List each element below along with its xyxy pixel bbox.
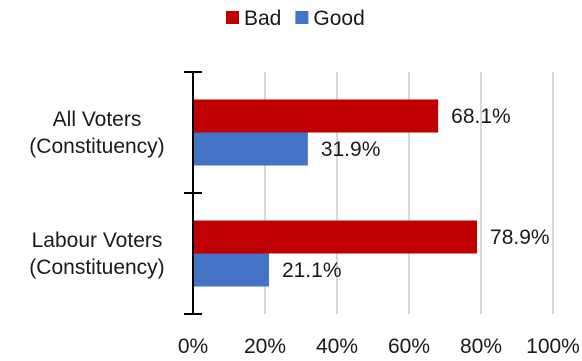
category-label: Labour Voters: [32, 229, 163, 252]
category-axis: [184, 71, 202, 315]
category-label: (Constituency): [29, 135, 164, 158]
x-tick-label: 0%: [178, 335, 208, 358]
data-label-good-0: 31.9%: [321, 138, 381, 161]
bar-bad-1: [193, 220, 478, 254]
x-tick-label: 100%: [526, 335, 580, 358]
category-label: All Voters: [53, 108, 142, 131]
data-label-bad-0: 68.1%: [451, 105, 511, 128]
bars: [193, 99, 478, 287]
x-tick-label: 20%: [244, 335, 286, 358]
data-labels: 68.1% 31.9% 78.9% 21.1%: [282, 105, 550, 282]
legend-swatch-bad: [226, 11, 239, 24]
data-label-bad-1: 78.9%: [490, 226, 550, 249]
category-labels: All Voters (Constituency) Labour Voters (Co…: [29, 108, 164, 279]
category-label: (Constituency): [29, 256, 164, 279]
data-label-good-1: 21.1%: [282, 259, 342, 282]
legend: Bad Good: [226, 7, 365, 30]
bar-bad-0: [193, 99, 439, 133]
legend-swatch-good: [295, 11, 309, 24]
bar-good-0: [193, 132, 308, 166]
x-tick-label: 40%: [316, 335, 358, 358]
bar-good-1: [193, 253, 269, 287]
legend-label-good: Good: [313, 7, 364, 30]
x-tick-label: 80%: [460, 335, 502, 358]
x-tick-label: 60%: [388, 335, 430, 358]
legend-label-bad: Bad: [244, 7, 281, 30]
x-tick-labels: 0% 20% 40% 60% 80% 100%: [178, 335, 580, 358]
